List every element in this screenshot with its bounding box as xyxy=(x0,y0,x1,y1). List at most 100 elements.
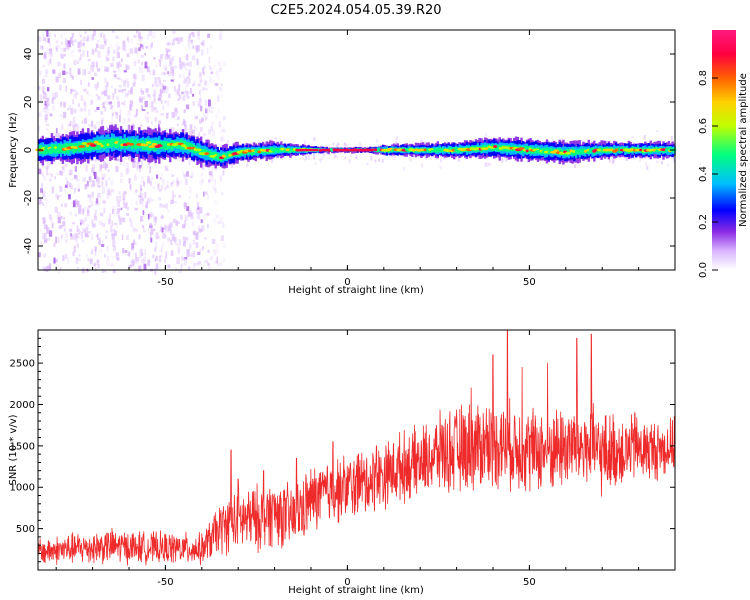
noise-speck xyxy=(112,206,116,212)
noise-speck xyxy=(53,132,56,137)
noise-speck xyxy=(185,104,190,110)
noise-speck xyxy=(88,94,91,97)
noise-speck xyxy=(158,120,162,125)
noise-speck xyxy=(170,182,173,187)
noise-speck xyxy=(60,34,63,40)
noise-speck xyxy=(188,33,191,39)
noise-speck xyxy=(71,76,74,80)
noise-speck xyxy=(48,230,53,237)
noise-speck xyxy=(75,125,77,131)
noise-speck xyxy=(221,222,224,228)
noise-speck xyxy=(126,36,129,41)
noise-speck xyxy=(207,262,210,266)
snr-y-tick-label: 1500 xyxy=(10,441,35,452)
noise-speck xyxy=(155,255,158,261)
noise-speck xyxy=(126,201,129,206)
noise-speck xyxy=(656,160,659,163)
noise-speck xyxy=(91,120,94,127)
noise-speck xyxy=(144,66,148,69)
noise-speck xyxy=(645,162,648,166)
noise-speck xyxy=(104,101,108,104)
noise-speck xyxy=(45,123,49,127)
noise-speck xyxy=(73,93,76,98)
noise-speck xyxy=(73,59,77,66)
noise-speck xyxy=(153,99,156,104)
noise-speck xyxy=(106,81,109,87)
noise-speck xyxy=(343,143,346,148)
noise-speck xyxy=(90,184,94,188)
noise-speck xyxy=(44,39,47,43)
noise-speck xyxy=(164,66,167,72)
noise-speck xyxy=(128,265,132,269)
noise-speck xyxy=(146,94,150,97)
noise-speck xyxy=(124,92,128,98)
noise-speck xyxy=(138,96,142,102)
noise-speck xyxy=(72,200,76,208)
noise-speck xyxy=(67,124,71,127)
noise-speck xyxy=(148,30,152,37)
band-segment xyxy=(276,148,279,153)
noise-speck xyxy=(216,256,219,264)
noise-speck xyxy=(76,243,79,248)
noise-speck xyxy=(140,124,143,128)
noise-speck xyxy=(204,237,207,240)
noise-speck xyxy=(337,142,340,146)
noise-speck xyxy=(102,90,105,95)
noise-speck xyxy=(370,156,373,161)
noise-speck xyxy=(77,200,80,208)
noise-speck xyxy=(101,187,106,194)
noise-speck xyxy=(186,171,189,177)
noise-speck xyxy=(221,62,224,66)
colorbar-tick-label: 0.4 xyxy=(698,166,709,182)
noise-speck xyxy=(166,203,168,209)
noise-speck xyxy=(488,163,491,166)
noise-speck xyxy=(87,70,92,75)
noise-speck xyxy=(187,36,190,42)
noise-speck xyxy=(114,88,117,94)
noise-speck xyxy=(667,163,670,168)
noise-speck xyxy=(209,220,212,223)
noise-speck xyxy=(114,111,118,114)
noise-speck xyxy=(46,224,48,232)
core-blob xyxy=(204,152,210,156)
band-segment xyxy=(558,147,561,155)
noise-speck xyxy=(138,265,142,272)
noise-speck xyxy=(222,222,226,228)
noise-speck xyxy=(131,87,133,94)
noise-speck xyxy=(103,207,106,214)
noise-speck xyxy=(61,203,63,207)
noise-speck xyxy=(212,92,215,98)
noise-speck xyxy=(144,191,147,199)
noise-speck xyxy=(183,109,186,114)
noise-speck xyxy=(97,50,101,58)
noise-speck xyxy=(64,184,68,188)
noise-speck xyxy=(77,68,81,75)
noise-speck xyxy=(157,183,160,190)
noise-speck xyxy=(161,178,166,186)
noise-speck xyxy=(125,78,128,84)
noise-speck xyxy=(64,38,68,45)
noise-speck xyxy=(54,33,56,38)
noise-speck xyxy=(212,119,215,126)
noise-speck xyxy=(101,244,105,247)
noise-speck xyxy=(62,220,66,227)
noise-speck xyxy=(457,157,460,162)
noise-speck xyxy=(130,260,133,264)
noise-speck xyxy=(154,268,157,275)
noise-speck xyxy=(87,59,91,62)
noise-speck xyxy=(107,95,111,100)
noise-speck xyxy=(211,238,216,244)
noise-speck xyxy=(344,156,347,159)
noise-speck xyxy=(40,188,43,193)
noise-speck xyxy=(181,170,184,174)
noise-speck xyxy=(222,128,226,133)
noise-speck xyxy=(609,160,611,163)
noise-speck xyxy=(123,202,125,208)
noise-speck xyxy=(46,97,50,103)
noise-speck xyxy=(90,65,92,70)
core-blob xyxy=(228,153,233,157)
noise-speck xyxy=(170,199,174,205)
noise-speck xyxy=(443,157,446,160)
noise-speck xyxy=(147,178,151,184)
noise-speck xyxy=(100,165,103,169)
